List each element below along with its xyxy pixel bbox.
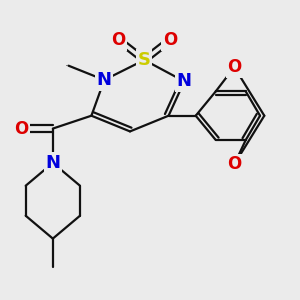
Text: O: O: [227, 58, 242, 76]
Text: O: O: [227, 155, 242, 173]
Text: methyl: methyl: [66, 65, 71, 66]
Text: N: N: [97, 71, 112, 89]
Text: S: S: [138, 51, 151, 69]
Text: O: O: [163, 31, 177, 49]
Text: N: N: [45, 154, 60, 172]
Text: O: O: [111, 31, 126, 49]
Text: O: O: [14, 120, 28, 138]
Text: N: N: [177, 72, 192, 90]
